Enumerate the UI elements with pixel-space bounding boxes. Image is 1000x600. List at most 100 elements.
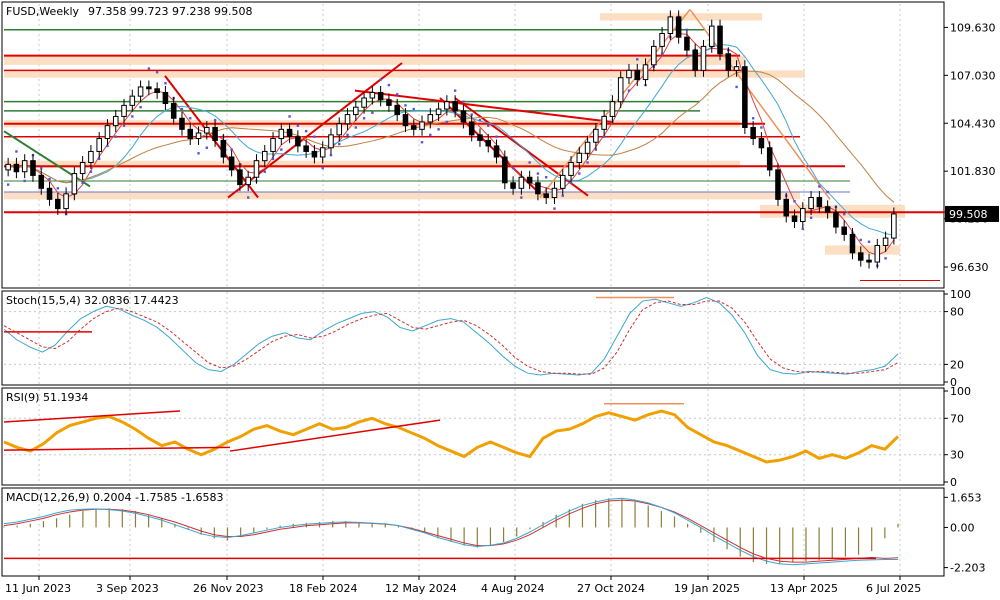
psar-dot [131,115,134,118]
candle-body [559,174,566,189]
candle-body [386,99,392,106]
psar-dot [288,115,291,118]
time-tick-label: 26 Nov 2023 [193,582,263,595]
candle-body [121,104,127,117]
indicator-tick-label: 0 [950,476,957,489]
candle-body [112,115,119,127]
psar-dot [354,126,358,129]
psar-dot [462,100,465,103]
candle-body [882,237,889,246]
candle-body [220,139,227,158]
macd-signal-line [3,499,899,563]
rsi-line [3,409,900,464]
psar-dot [81,181,84,184]
time-tick-label: 12 May 2024 [385,582,457,595]
candle-body [642,64,649,81]
candle-body [55,198,61,210]
indicator-tick-label: 100 [950,385,971,398]
psar-dot [528,161,531,164]
psar-dot [594,148,598,151]
candle-body [510,182,516,189]
psar-dot [627,89,631,92]
candle-body [468,121,475,136]
candle-body [270,138,276,152]
rsi-trend-line [3,410,181,423]
psar-dot [420,141,424,144]
candle-body [427,114,434,123]
psar-dot [114,135,117,138]
psar-dot [578,172,581,175]
candle-body [717,25,723,55]
candle-body [336,123,343,136]
psar-dot [809,216,813,220]
indicator-tick-label: -2.203 [950,562,985,575]
psar-dot [760,126,763,129]
stoch-signal-line [3,300,899,375]
candle-body [816,197,823,208]
stochastic-oscillator: 100 80 20 0 [3,288,971,389]
stoch-main-line [3,296,899,376]
candle-body [667,16,674,34]
psar-dot [793,200,796,203]
psar-dot [48,177,51,181]
psar-dot [304,129,308,133]
psar-dot [818,185,821,188]
candle-body [518,176,525,189]
chart-header-symbol: FUSD,Weekly [6,5,80,18]
candle-body [377,91,384,101]
candle-body [568,162,574,176]
candle-body [857,252,864,261]
candle-body [71,173,78,195]
candle-body [609,101,616,117]
candle-body [576,152,583,164]
psar-dot [859,238,862,242]
candle-body [237,169,243,186]
candle-body [800,208,806,222]
candle-body [344,114,351,125]
candle-body [278,128,285,140]
indicator-tick-label: 20 [950,358,964,371]
rsi-panel [1,387,945,486]
price-tick-label: 107.030 [950,69,996,82]
candle-body [30,160,36,176]
psar-dot [205,146,209,149]
candle-body [584,141,591,154]
candle-body [88,150,94,164]
candle-body [204,126,210,134]
psar-dot [155,70,159,74]
time-tick-label: 27 Oct 2024 [577,582,645,595]
candle-body [46,187,53,200]
candle-body [849,233,856,254]
indicator-tick-label: 1.653 [950,491,982,504]
psar-dot [89,170,93,173]
candle-body [824,206,831,213]
time-tick-label: 19 Jan 2025 [674,582,740,595]
candle-body [295,136,301,147]
candle-body [435,108,442,116]
candle-body [866,259,872,263]
candle-body [63,193,69,210]
candle-body [13,163,20,173]
candle-body [526,176,533,184]
psar-dot [404,104,407,107]
candle-body [708,25,715,47]
psar-dot [246,196,250,199]
psar-dot [180,107,184,111]
psar-dot [139,106,142,109]
trend-line [354,89,613,123]
stoch-title: Stoch(15,5,4) 32.0836 17.4423 [6,294,179,307]
candle-body [593,128,599,143]
price-tick-label: 109.630 [950,21,996,34]
candle-body [170,103,177,119]
time-tick-label: 11 Jun 2023 [5,582,71,595]
candle-body [651,45,657,66]
psar-dot [387,83,391,87]
time-tick-label: 6 Jul 2025 [866,582,921,595]
candle-body [195,132,202,140]
candle-body [758,138,765,149]
candle-body [228,156,235,171]
candle-body [212,126,218,141]
psar-dot [487,124,490,127]
psar-dot [371,111,374,114]
candle-body [253,160,260,178]
